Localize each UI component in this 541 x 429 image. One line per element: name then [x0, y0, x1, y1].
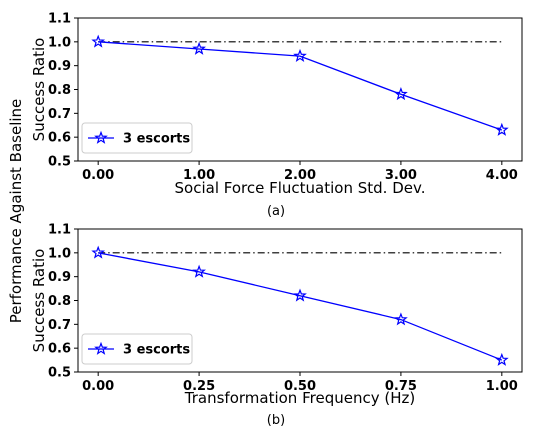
- chart-b-legend-label: 3 escorts: [123, 343, 190, 358]
- chart-a-y-tick-label: 0.7: [48, 107, 71, 122]
- chart-b-x-axis-label: Transformation Frequency (Hz): [184, 389, 415, 407]
- chart-a-series-line: [98, 41, 503, 131]
- chart-b-y-tick-label: 0.5: [48, 366, 71, 381]
- chart-b-y-tick-label: 1.1: [48, 223, 71, 238]
- chart-a-x-axis-label: Social Force Fluctuation Std. Dev.: [175, 179, 426, 197]
- chart-b-x-tick-label: 1.00: [486, 379, 518, 394]
- chart-a-y-tick-label: 1.1: [48, 12, 71, 27]
- chart-b-data-point: [293, 288, 307, 302]
- chart-b-y-axis-label: Success Ratio: [30, 249, 48, 353]
- chart-b-y-tick-label: 0.8: [48, 294, 71, 309]
- chart-b-y-tick-label: 0.6: [48, 342, 71, 357]
- chart-a-y-tick-label: 0.9: [48, 59, 71, 74]
- chart-b-series-line: [98, 252, 503, 361]
- chart-a-data-point: [293, 48, 307, 62]
- chart-b-data-point: [394, 312, 408, 326]
- chart-b-y-tick-label: 0.7: [48, 318, 71, 333]
- chart-a-legend-label: 3 escorts: [123, 132, 190, 147]
- shared-y-axis-label: Performance Against Baseline: [7, 99, 25, 324]
- chart-a-x-tick-label: 3.00: [385, 168, 417, 183]
- chart-a-legend-marker: [94, 130, 108, 144]
- chart-a-data-point: [494, 122, 509, 136]
- chart-a-y-tick-label: 0.6: [48, 131, 71, 146]
- chart-a-y-tick-label: 1.0: [48, 35, 71, 50]
- chart-b-x-tick-label: 0.25: [183, 379, 215, 394]
- chart-b-x-tick-label: 0.50: [284, 379, 316, 394]
- chart-a-x-tick-label: 4.00: [486, 168, 518, 183]
- chart-a-y-axis-label: Success Ratio: [30, 38, 48, 142]
- chart-b-y-tick-label: 0.9: [48, 270, 71, 285]
- chart-a-x-tick-label: 1.00: [183, 168, 215, 183]
- chart-a-legend-box: [81, 122, 193, 154]
- chart-b-data-point: [494, 352, 509, 366]
- chart-a-y-tick-label: 0.5: [48, 155, 71, 170]
- chart-b-legend-box: [81, 333, 193, 365]
- chart-b-caption: (b): [267, 413, 285, 428]
- chart-b-x-tick-label: 0.00: [82, 379, 114, 394]
- chart-a-y-tick-label: 0.8: [48, 83, 71, 98]
- chart-b-data-point: [91, 245, 106, 259]
- chart-a-data-point: [394, 87, 408, 101]
- chart-b-x-tick-label: 0.75: [385, 379, 417, 394]
- chart-b-y-tick-label: 1.0: [48, 246, 71, 261]
- chart-b-legend-marker: [94, 341, 108, 355]
- chart-a-x-tick-label: 2.00: [284, 168, 316, 183]
- chart-a-data-point: [91, 34, 106, 48]
- chart-a-caption: (a): [267, 204, 285, 219]
- chart-a-data-point: [192, 41, 206, 55]
- chart-a-x-tick-label: 0.00: [82, 168, 114, 183]
- chart-b-data-point: [192, 264, 206, 278]
